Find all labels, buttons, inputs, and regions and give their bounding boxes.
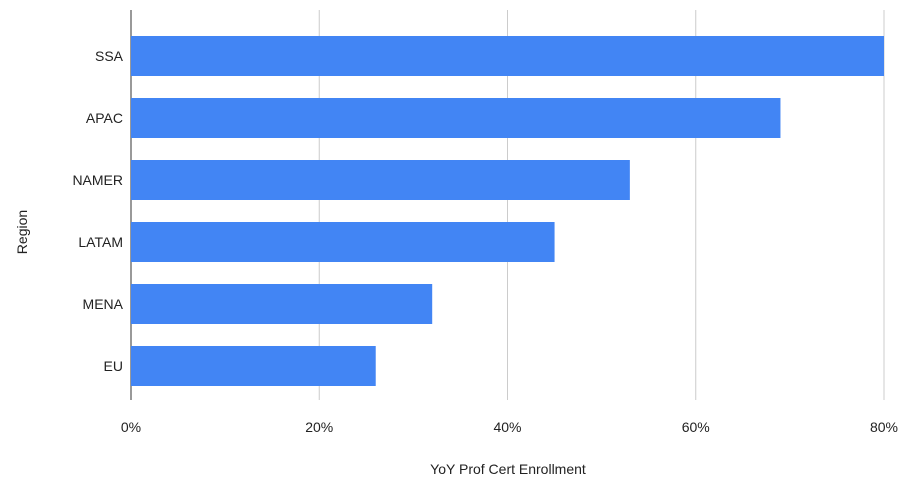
x-tick-labels: 0% 20% 40% 60% 80% bbox=[121, 419, 898, 435]
x-tick-label: 60% bbox=[682, 419, 710, 435]
category-label-eu: EU bbox=[104, 358, 123, 374]
x-tick-label: 80% bbox=[870, 419, 898, 435]
bar-apac bbox=[131, 98, 781, 138]
category-label-ssa: SSA bbox=[95, 48, 124, 64]
x-tick-label: 0% bbox=[121, 419, 141, 435]
bar-eu bbox=[131, 346, 376, 386]
category-label-mena: MENA bbox=[83, 296, 124, 312]
bars bbox=[131, 36, 884, 386]
category-label-apac: APAC bbox=[86, 110, 123, 126]
bar-latam bbox=[131, 222, 555, 262]
category-labels: SSA APAC NAMER LATAM MENA EU bbox=[72, 48, 123, 374]
x-tick-label: 40% bbox=[493, 419, 521, 435]
x-tick-label: 20% bbox=[305, 419, 333, 435]
bar-namer bbox=[131, 160, 630, 200]
y-axis-title: Region bbox=[14, 210, 30, 254]
x-axis-title: YoY Prof Cert Enrollment bbox=[430, 461, 586, 477]
category-label-namer: NAMER bbox=[72, 172, 123, 188]
bar-mena bbox=[131, 284, 433, 324]
category-label-latam: LATAM bbox=[78, 234, 123, 250]
bar-ssa bbox=[131, 36, 884, 76]
